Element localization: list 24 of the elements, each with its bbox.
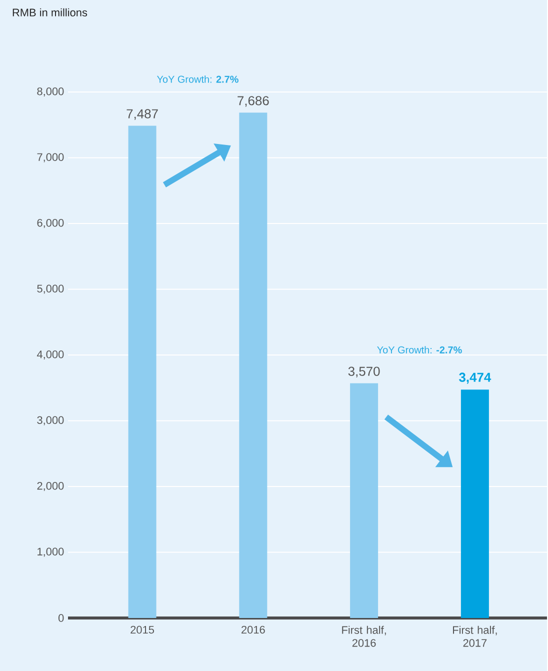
y-tick-label: 0 (58, 614, 64, 622)
y-tick-label: 4,000 (36, 350, 64, 360)
data-label: 3,570 (348, 366, 380, 378)
x-tick-label: First half, 2016 (342, 626, 386, 647)
y-tick-label: 3,000 (36, 416, 64, 426)
bar (128, 126, 156, 618)
annotation: YoY Growth: -2.7% (376, 346, 462, 354)
data-label: 7,487 (126, 109, 158, 120)
x-tick-label: First half, 2017 (452, 626, 497, 647)
bar (350, 383, 378, 618)
x-tick-label: 2016 (241, 626, 265, 634)
y-tick-label: 8,000 (36, 87, 64, 97)
y-tick-label: 2,000 (37, 482, 64, 492)
bar (460, 390, 489, 618)
y-tick-label: 6,000 (37, 218, 64, 228)
data-label: 3,474 (458, 372, 491, 384)
x-tick-label: 2015 (130, 626, 154, 634)
y-tick-label: 1,000 (37, 548, 64, 557)
y-tick-label: 5,000 (36, 284, 64, 294)
y-tick-label: 7,000 (37, 153, 64, 162)
data-label: 7,686 (237, 96, 269, 107)
chart-title: RMB in millions (12, 8, 87, 16)
text: YoY Growth: 2.7% (156, 75, 238, 83)
bar (238, 112, 267, 618)
